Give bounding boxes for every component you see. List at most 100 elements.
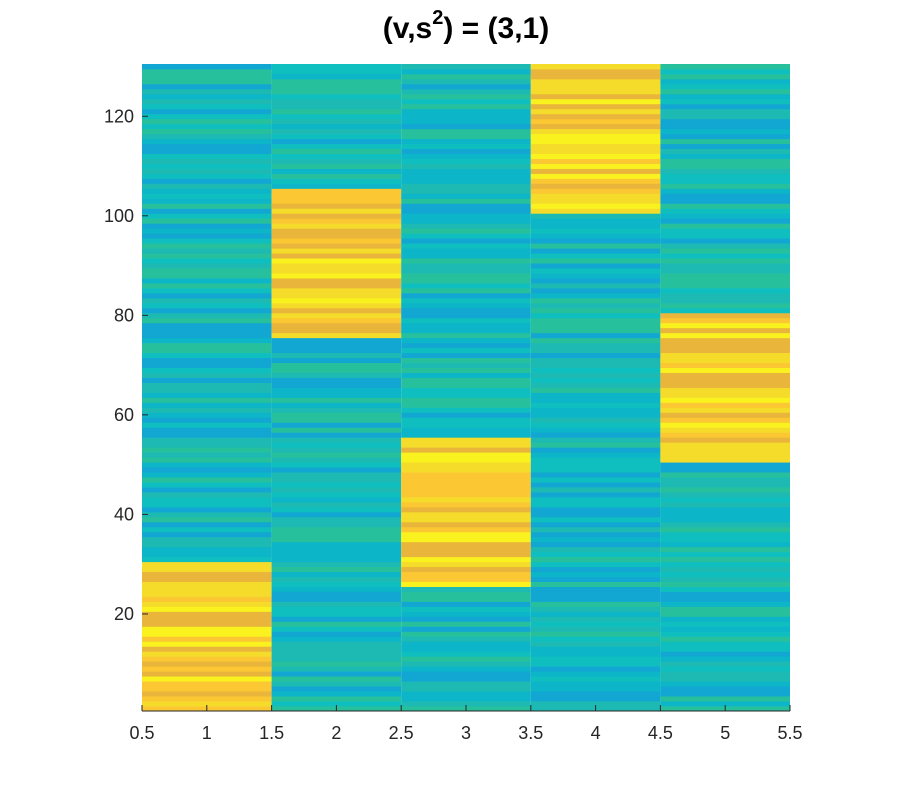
heatmap-cell	[530, 591, 661, 597]
heatmap-cell	[530, 671, 661, 677]
heatmap-cell	[401, 586, 531, 592]
heatmap-cell	[142, 64, 272, 70]
heatmap-cell	[401, 506, 531, 513]
heatmap-cell	[660, 64, 790, 70]
heatmap-cell	[530, 332, 661, 339]
heatmap-cell	[530, 701, 661, 707]
heatmap-cell	[530, 501, 661, 508]
heatmap-cell	[530, 253, 661, 259]
heatmap-cell	[530, 208, 661, 214]
heatmap-cell	[660, 646, 790, 652]
heatmap-cell	[271, 64, 402, 70]
y-tick-label: 100	[104, 206, 134, 226]
heatmap-cell	[530, 68, 661, 75]
heatmap-cell	[530, 228, 661, 234]
heatmap-cell	[142, 98, 272, 105]
heatmap-cell	[530, 676, 661, 682]
heatmap-cell	[660, 73, 790, 80]
heatmap-cell	[271, 586, 402, 592]
heatmap-cell	[271, 506, 402, 513]
heatmap-cell	[271, 561, 402, 568]
heatmap-cell	[530, 606, 661, 612]
heatmap-cell	[530, 646, 661, 652]
heatmap-cell	[660, 352, 790, 359]
heatmap-cell	[401, 382, 531, 388]
heatmap-cell	[530, 611, 661, 617]
heatmap-cell	[271, 203, 402, 209]
heatmap-cell	[660, 307, 790, 314]
heatmap-cell	[401, 188, 531, 194]
heatmap-cell	[271, 447, 402, 453]
heatmap-cell	[660, 68, 790, 75]
heatmap-cell	[660, 621, 790, 627]
heatmap-cell	[660, 701, 790, 707]
heatmap-cell	[530, 98, 661, 105]
heatmap-cell	[401, 526, 531, 533]
heatmap-cell	[401, 362, 531, 368]
heatmap-cell	[142, 576, 272, 582]
heatmap-cell	[660, 78, 790, 85]
heatmap-cell	[271, 671, 402, 677]
heatmap-cell	[401, 282, 531, 289]
heatmap-cell	[660, 671, 790, 677]
heatmap-cell	[401, 98, 531, 105]
heatmap-cell	[401, 273, 531, 279]
heatmap-cell	[530, 357, 661, 364]
heatmap-cell	[660, 666, 790, 672]
heatmap-cell	[401, 696, 531, 702]
heatmap-cell	[142, 696, 272, 702]
heatmap-cell	[271, 73, 402, 80]
heatmap-cell	[142, 457, 272, 463]
heatmap-cell	[530, 621, 661, 627]
heatmap-cell	[660, 492, 790, 498]
heatmap-cell	[660, 93, 790, 100]
heatmap-cell	[660, 681, 790, 687]
heatmap-cell	[271, 268, 402, 274]
heatmap-cell	[142, 407, 272, 413]
heatmap-cell	[271, 198, 402, 204]
heatmap-cell	[530, 536, 661, 543]
x-tick-label: 5	[720, 723, 730, 743]
heatmap-cell	[142, 412, 272, 418]
heatmap-cell	[660, 178, 790, 184]
heatmap-cell	[401, 521, 531, 528]
heatmap-cell	[401, 347, 531, 354]
heatmap-cell	[530, 437, 661, 443]
heatmap-cell	[530, 447, 661, 453]
heatmap-cell	[401, 342, 531, 349]
heatmap-cell	[530, 696, 661, 702]
heatmap-cell	[401, 457, 531, 463]
heatmap-cell	[271, 437, 402, 443]
heatmap-cell	[271, 83, 402, 90]
heatmap-cell	[142, 482, 272, 488]
heatmap-cell	[401, 158, 531, 164]
heatmap-cell	[401, 516, 531, 523]
heatmap-cell	[401, 452, 531, 458]
heatmap-cell	[660, 377, 790, 383]
heatmap-cell	[530, 302, 661, 309]
heatmap-cell	[530, 487, 661, 493]
heatmap-cell	[271, 327, 402, 334]
heatmap-cell	[142, 123, 272, 130]
heatmap-cell	[142, 248, 272, 254]
heatmap-cell	[660, 128, 790, 135]
y-tick-label: 40	[114, 504, 134, 524]
heatmap-cell	[660, 228, 790, 234]
heatmap-cell	[660, 442, 790, 448]
heatmap-cell	[530, 103, 661, 110]
heatmap-cell	[660, 98, 790, 105]
heatmap-cell	[271, 496, 402, 503]
heatmap-cell	[271, 307, 402, 314]
heatmap-cell	[271, 278, 402, 284]
heatmap-cell	[401, 671, 531, 677]
heatmap-cell	[401, 631, 531, 637]
heatmap-cell	[530, 541, 661, 548]
heatmap-cell	[142, 477, 272, 483]
heatmap-cell	[660, 437, 790, 443]
heatmap-cell	[660, 402, 790, 408]
heatmap-cell	[271, 646, 402, 652]
x-tick-label: 4.5	[648, 723, 673, 743]
chart-title: (v,s2) = (3,1)	[142, 8, 790, 46]
heatmap-cell	[530, 123, 661, 130]
